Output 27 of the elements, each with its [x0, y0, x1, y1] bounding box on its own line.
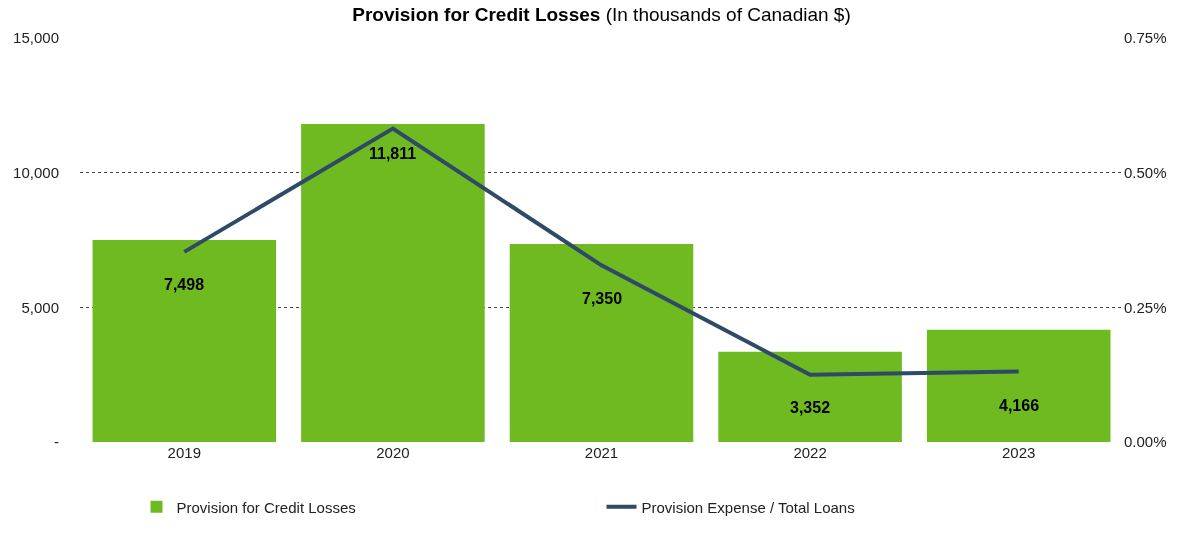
- bar: [718, 351, 902, 442]
- data-label: 4,166: [999, 397, 1040, 414]
- data-label: 11,811: [369, 145, 417, 162]
- chart-subtitle: (In thousands of Canadian $): [605, 4, 851, 26]
- bar: [926, 329, 1111, 442]
- x-tick-label: 2021: [584, 444, 619, 461]
- data-label: 3,352: [790, 399, 831, 416]
- x-tick-label: 2020: [376, 444, 410, 461]
- bar: [509, 244, 694, 442]
- y2-tick-label: 0.50%: [1124, 163, 1167, 181]
- legend-label: Provision for Credit Losses: [176, 498, 356, 516]
- y2-tick-label: 0.75%: [1124, 29, 1167, 47]
- y-tick-label: 5,000: [21, 298, 59, 316]
- data-label: 7,498: [164, 276, 205, 293]
- y-tick-label: -: [54, 433, 59, 451]
- y2-tick-label: 0.25%: [1124, 298, 1167, 316]
- chart-title: Provision for Credit Losses: [352, 4, 601, 26]
- legend-label: Provision Expense / Total Loans: [641, 498, 855, 516]
- x-tick-label: 2023: [1002, 444, 1036, 461]
- y2-tick-label: 0.00%: [1124, 433, 1167, 451]
- x-tick-label: 2022: [793, 444, 827, 461]
- y-tick-label: 15,000: [13, 29, 59, 47]
- data-label: 7,350: [582, 290, 623, 307]
- bar: [301, 123, 485, 442]
- bar: [92, 240, 277, 442]
- y-tick-label: 10,000: [13, 163, 59, 181]
- x-tick-label: 2019: [167, 444, 201, 461]
